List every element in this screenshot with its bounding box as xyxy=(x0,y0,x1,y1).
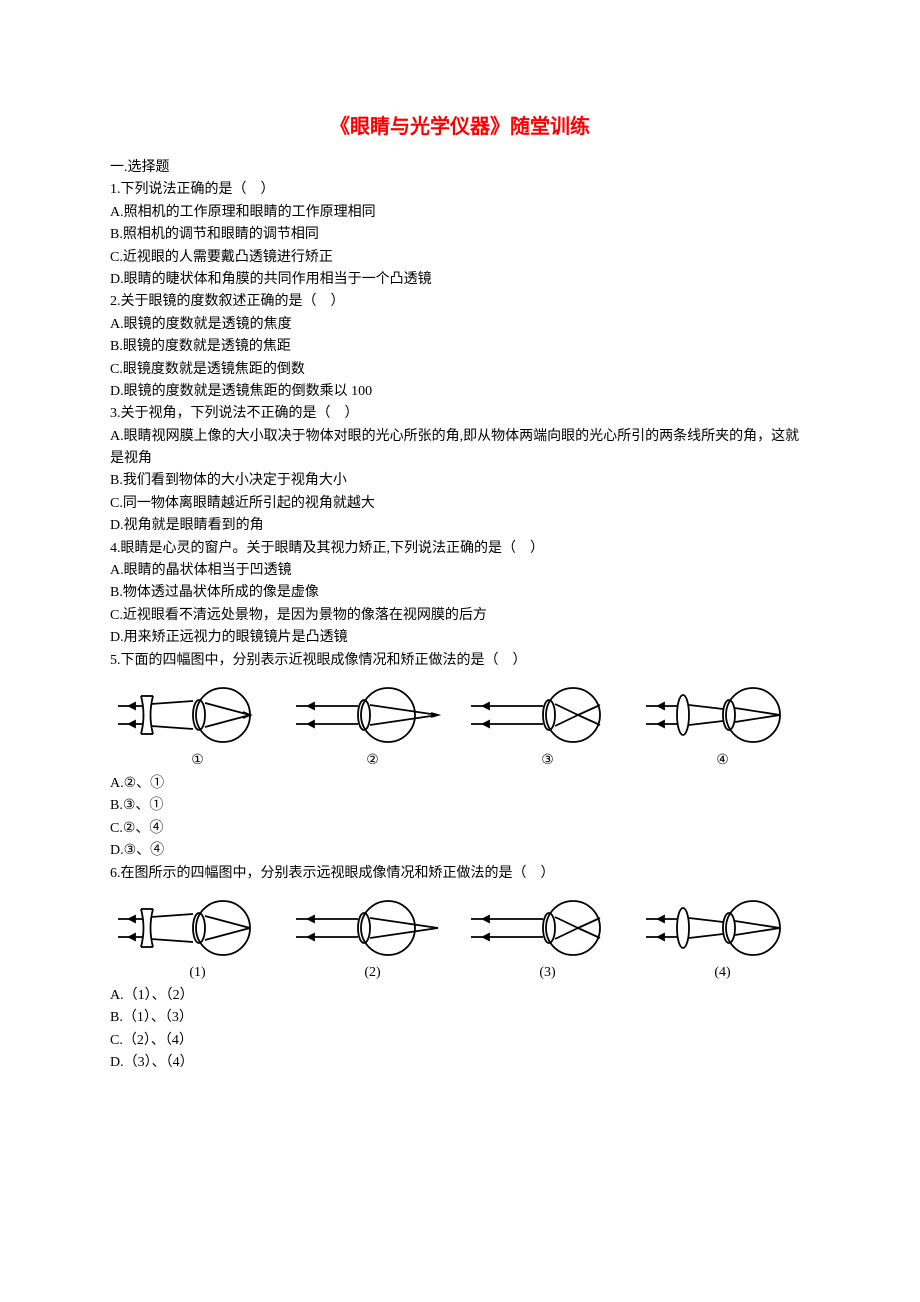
q5-label-3: ③ xyxy=(541,752,554,769)
q1-option-a: A.照相机的工作原理和眼睛的工作原理相同 xyxy=(110,202,810,224)
q1-stem: 1.下列说法正确的是（ ） xyxy=(110,179,810,201)
q6-option-a: A.（1）、（2） xyxy=(110,985,810,1007)
q4-option-c: C.近视眼看不清远处景物，是因为景物的像落在视网膜的后方 xyxy=(110,605,810,627)
q6-diagram-row: (1) (2) xyxy=(110,893,810,981)
q3-option-a: A.眼睛视网膜上像的大小取决于物体对眼的光心所张的角,即从物体两端向眼的光心所引… xyxy=(110,426,810,471)
q5-diagram-3: ③ xyxy=(460,680,635,769)
q6-diagram-1: (1) xyxy=(110,893,285,981)
q1-option-b: B.照相机的调节和眼睛的调节相同 xyxy=(110,224,810,246)
q3-option-d: D.视角就是眼睛看到的角 xyxy=(110,515,810,537)
q5-option-a: A.②、① xyxy=(110,773,810,795)
q5-diagram-1: ① xyxy=(110,680,285,769)
q5-label-1: ① xyxy=(191,752,204,769)
q2-option-d: D.眼镜的度数就是透镜焦距的倒数乘以 100 xyxy=(110,381,810,403)
q6-label-1: (1) xyxy=(189,965,205,981)
q4-option-a: A.眼睛的晶状体相当于凹透镜 xyxy=(110,560,810,582)
document-page: 《眼睛与光学仪器》随堂训练 一.选择题 1.下列说法正确的是（ ） A.照相机的… xyxy=(0,0,920,1135)
q2-stem: 2.关于眼镜的度数叙述正确的是（ ） xyxy=(110,291,810,313)
q3-option-c: C.同一物体离眼睛越近所引起的视角就越大 xyxy=(110,493,810,515)
q6-diagram-2: (2) xyxy=(285,893,460,981)
q1-option-d: D.眼睛的睫状体和角膜的共同作用相当于一个凸透镜 xyxy=(110,269,810,291)
q6-label-4: (4) xyxy=(714,965,730,981)
q4-stem: 4.眼睛是心灵的窗户。关于眼睛及其视力矫正,下列说法正确的是（ ） xyxy=(110,538,810,560)
q6-option-c: C.（2）、（4） xyxy=(110,1030,810,1052)
q2-option-b: B.眼镜的度数就是透镜的焦距 xyxy=(110,336,810,358)
q5-diagram-row: ① ② xyxy=(110,680,810,769)
q6-diagram-4: (4) xyxy=(635,893,810,981)
q5-stem: 5.下面的四幅图中，分别表示近视眼成像情况和矫正做法的是（ ） xyxy=(110,650,810,672)
q5-option-d: D.③、④ xyxy=(110,840,810,862)
q6-label-3: (3) xyxy=(539,965,555,981)
q4-option-b: B.物体透过晶状体所成的像是虚像 xyxy=(110,582,810,604)
document-title: 《眼睛与光学仪器》随堂训练 xyxy=(110,110,810,139)
q3-stem: 3.关于视角，下列说法不正确的是（ ） xyxy=(110,403,810,425)
q2-option-c: C.眼镜度数就是透镜焦距的倒数 xyxy=(110,359,810,381)
q5-option-c: C.②、④ xyxy=(110,818,810,840)
q6-stem: 6.在图所示的四幅图中，分别表示远视眼成像情况和矫正做法的是（ ） xyxy=(110,863,810,885)
q6-diagram-3: (3) xyxy=(460,893,635,981)
q6-label-2: (2) xyxy=(364,965,380,981)
section-heading: 一.选择题 xyxy=(110,157,810,179)
q1-option-c: C.近视眼的人需要戴凸透镜进行矫正 xyxy=(110,247,810,269)
q2-option-a: A.眼镜的度数就是透镜的焦度 xyxy=(110,314,810,336)
q5-label-2: ② xyxy=(366,752,379,769)
q3-option-b: B.我们看到物体的大小决定于视角大小 xyxy=(110,470,810,492)
q4-option-d: D.用来矫正远视力的眼镜镜片是凸透镜 xyxy=(110,627,810,649)
q5-option-b: B.③、① xyxy=(110,795,810,817)
q6-option-b: B.（1）、（3） xyxy=(110,1007,810,1029)
q5-label-4: ④ xyxy=(716,752,729,769)
q5-diagram-2: ② xyxy=(285,680,460,769)
q6-option-d: D.（3）、（4） xyxy=(110,1052,810,1074)
q5-diagram-4: ④ xyxy=(635,680,810,769)
